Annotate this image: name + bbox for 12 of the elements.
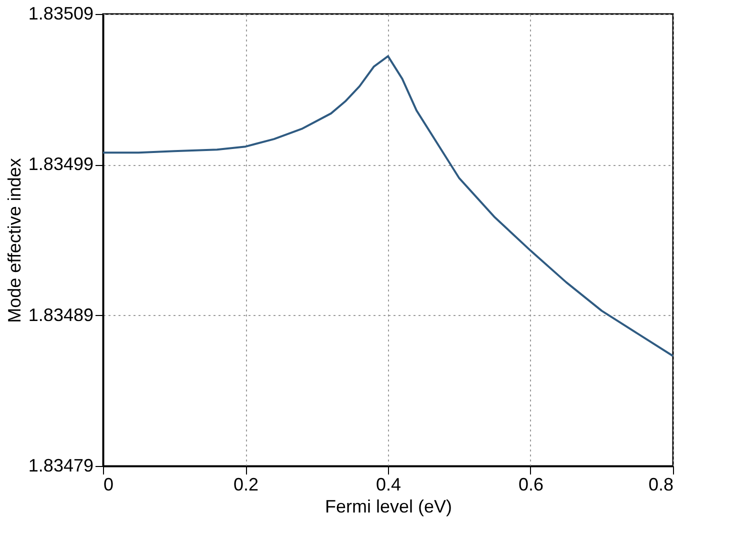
line-series bbox=[102, 55, 674, 358]
y-tick-label: 1.83489 bbox=[28, 304, 94, 325]
x-tick-label: 0.2 bbox=[233, 474, 259, 494]
y-tick-label: 1.83509 bbox=[28, 4, 94, 24]
y-tick-label: 1.83499 bbox=[28, 154, 94, 174]
y-tick-label: 1.83479 bbox=[28, 456, 94, 476]
x-tick-label: 0 bbox=[104, 474, 114, 494]
x-tick-label: 0.4 bbox=[376, 474, 402, 494]
x-tick-label: 0.6 bbox=[518, 474, 544, 494]
x-tick-label: 0.8 bbox=[648, 474, 674, 494]
y-axis-title: Mode effective index bbox=[4, 158, 24, 323]
x-axis-title: Fermi level (eV) bbox=[324, 496, 452, 516]
